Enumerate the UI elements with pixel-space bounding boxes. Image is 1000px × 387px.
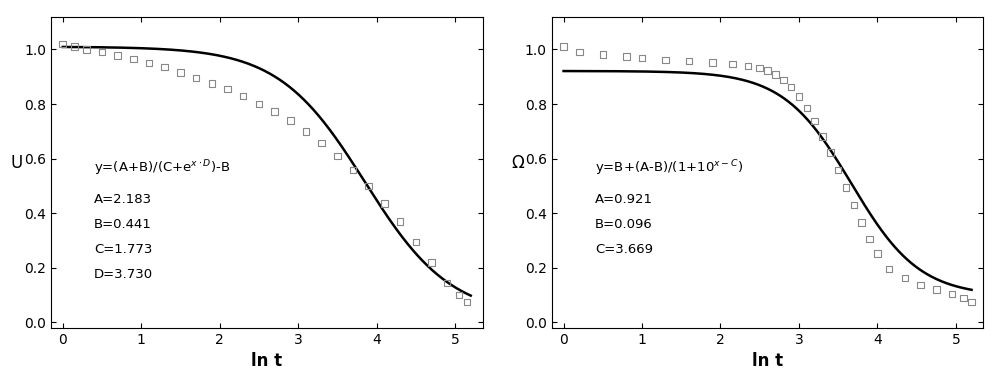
Point	[204, 80, 220, 87]
Point	[814, 133, 830, 139]
Point	[767, 72, 783, 78]
Point	[345, 167, 361, 173]
Point	[451, 292, 467, 298]
Point	[298, 128, 314, 134]
Point	[724, 61, 740, 67]
Point	[964, 299, 980, 305]
Point	[928, 287, 944, 293]
Point	[681, 58, 697, 64]
Point	[220, 86, 236, 92]
Point	[956, 295, 972, 301]
Point	[376, 200, 392, 207]
Text: A=0.921: A=0.921	[595, 194, 653, 206]
Point	[752, 65, 768, 71]
Point	[314, 140, 330, 146]
Point	[799, 105, 815, 111]
Text: B=0.096: B=0.096	[595, 218, 653, 231]
Point	[267, 109, 283, 115]
Point	[595, 51, 611, 57]
Y-axis label: Ω: Ω	[511, 154, 524, 172]
Point	[361, 183, 377, 189]
Point	[329, 153, 345, 159]
Point	[141, 60, 157, 66]
Point	[55, 41, 71, 47]
Point	[634, 55, 650, 61]
Text: C=3.669: C=3.669	[595, 243, 653, 256]
Point	[439, 280, 455, 286]
Point	[913, 282, 929, 288]
Point	[705, 60, 721, 66]
Point	[862, 236, 878, 242]
Point	[235, 93, 251, 99]
Point	[881, 266, 897, 272]
Text: A=2.183: A=2.183	[94, 194, 152, 206]
Text: C=1.773: C=1.773	[94, 243, 153, 256]
Point	[172, 70, 188, 76]
Text: D=3.730: D=3.730	[94, 268, 153, 281]
Point	[125, 56, 141, 62]
Point	[556, 44, 572, 50]
Point	[869, 250, 885, 257]
Point	[110, 52, 126, 58]
Point	[157, 64, 173, 70]
Point	[897, 275, 913, 281]
Text: y=B+(A-B)/(1+10$^{x-C}$): y=B+(A-B)/(1+10$^{x-C}$)	[595, 158, 743, 178]
Point	[775, 77, 791, 83]
Point	[783, 84, 799, 90]
Point	[791, 93, 807, 99]
Point	[807, 118, 823, 124]
Point	[822, 149, 838, 156]
Point	[94, 49, 110, 55]
Point	[760, 68, 776, 74]
Point	[459, 299, 475, 305]
Point	[944, 291, 960, 297]
Point	[251, 101, 267, 107]
Text: B=0.441: B=0.441	[94, 218, 152, 231]
Point	[188, 75, 204, 81]
Point	[830, 167, 846, 173]
Point	[854, 219, 870, 226]
Point	[408, 239, 424, 245]
Point	[78, 46, 94, 53]
X-axis label: ln t: ln t	[752, 352, 783, 370]
Text: y=(A+B)/(C+e$^{x\cdot D}$)-B: y=(A+B)/(C+e$^{x\cdot D}$)-B	[94, 158, 231, 178]
Point	[392, 218, 408, 224]
Point	[67, 44, 83, 50]
Point	[282, 117, 298, 123]
Point	[424, 259, 440, 265]
Y-axis label: U: U	[10, 154, 23, 172]
Point	[618, 53, 634, 59]
Point	[846, 202, 862, 208]
Point	[571, 49, 587, 55]
Point	[658, 57, 674, 63]
Point	[740, 63, 756, 69]
X-axis label: ln t: ln t	[251, 352, 282, 370]
Point	[838, 185, 854, 191]
